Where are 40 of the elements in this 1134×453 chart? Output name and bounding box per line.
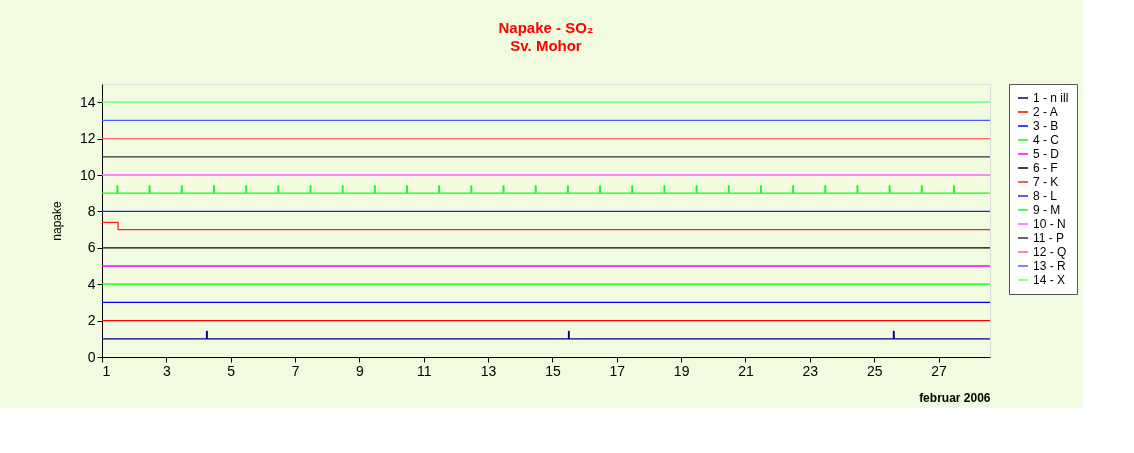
x-axis-title: februar 2006 [919,390,991,405]
y-tick-label: 2 [87,312,96,329]
y-tick-label: 10 [79,166,96,183]
chart-subtitle: Sv. Mohor [510,36,582,54]
legend-label: 7 - K [1033,175,1059,189]
legend-label: 8 - L [1033,189,1058,203]
x-tick-label: 1 [102,362,111,379]
y-tick-label: 4 [87,275,96,292]
y-tick-label: 0 [87,348,96,365]
legend-label: 10 - N [1033,217,1066,231]
y-axis-title: napake [49,200,64,241]
y-tick-label: 6 [87,239,96,256]
y-tick-label: 12 [79,130,96,147]
y-tick-label: 8 [87,202,96,219]
x-tick-label: 7 [291,362,300,379]
legend-label: 14 - X [1033,273,1066,287]
legend-label: 9 - M [1033,203,1061,217]
x-tick-label: 11 [416,362,432,379]
x-tick-label: 19 [673,362,690,379]
x-tick-label: 9 [355,362,364,379]
x-tick-label: 5 [227,362,236,379]
legend-label: 4 - C [1033,133,1060,147]
x-tick-label: 21 [738,362,754,379]
x-tick-label: 15 [545,362,561,379]
x-tick-label: 25 [866,362,883,379]
x-tick-label: 17 [609,362,626,379]
y-tick-label: 14 [79,93,96,110]
x-tick-label: 13 [480,362,497,379]
legend-label: 13 - R [1033,259,1067,273]
legend-label: 3 - B [1033,119,1059,133]
legend-label: 12 - Q [1033,245,1067,259]
x-tick-label: 23 [802,362,819,379]
x-tick-label: 27 [931,362,948,379]
legend-label: 2 - A [1033,105,1058,119]
legend-label: 1 - n ill [1033,91,1069,105]
legend-label: 5 - D [1033,147,1060,161]
legend-label: 6 - F [1033,161,1058,175]
x-tick-label: 3 [162,362,171,379]
chart-title: Napake - SO₂ [498,18,594,36]
legend-label: 11 - P [1033,231,1065,245]
